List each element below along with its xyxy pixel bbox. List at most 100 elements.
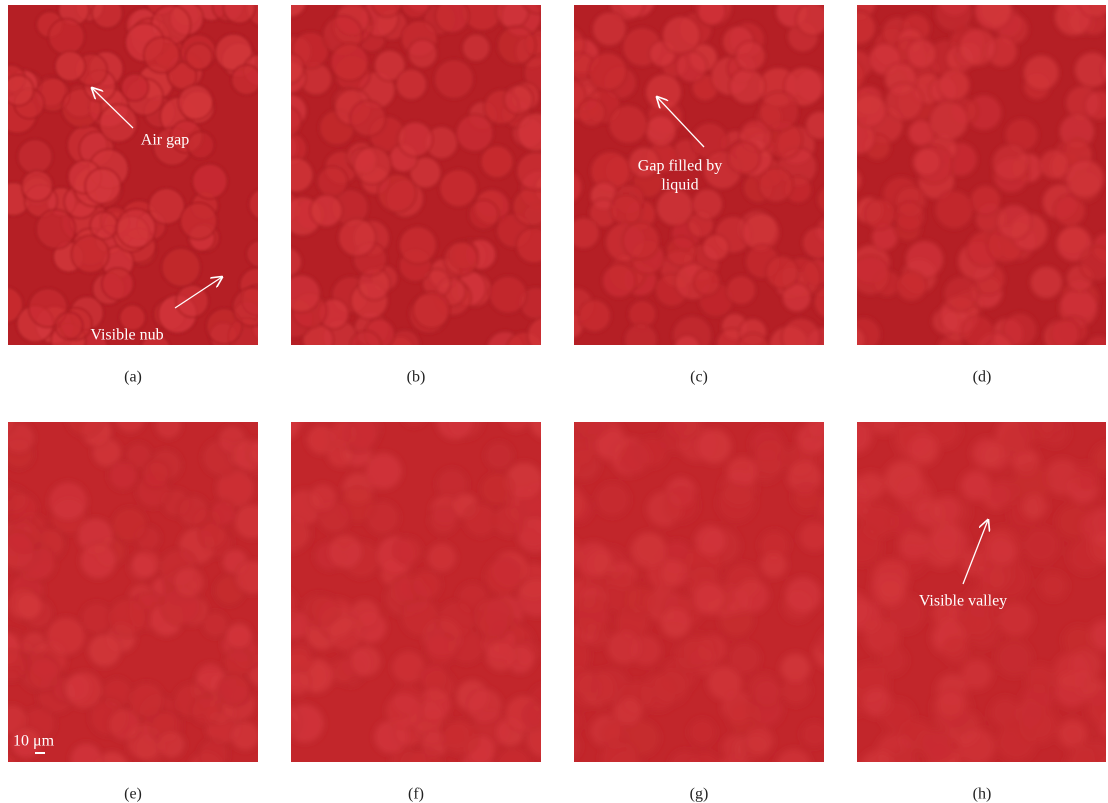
particle <box>568 217 600 249</box>
particle <box>959 28 997 66</box>
panel-label: (b) <box>407 369 426 386</box>
annotation: Visible valley <box>919 593 1007 610</box>
particle <box>759 92 799 132</box>
particle <box>92 0 123 28</box>
particle <box>843 11 876 44</box>
particle <box>838 326 866 354</box>
particle <box>695 525 727 557</box>
particle <box>1030 266 1063 299</box>
particle <box>399 226 437 264</box>
particle <box>856 472 884 500</box>
particle <box>645 115 676 146</box>
micrograph <box>264 399 564 787</box>
particle <box>467 688 503 724</box>
annotation: Gap filled by <box>638 158 722 175</box>
particle <box>55 51 85 81</box>
particle <box>131 549 160 578</box>
particle <box>1050 319 1080 349</box>
particle <box>625 585 655 615</box>
particle <box>434 59 474 99</box>
particle <box>350 101 386 137</box>
particle <box>480 473 513 506</box>
particle <box>48 481 88 521</box>
particle <box>972 438 1003 469</box>
particle <box>198 739 229 770</box>
particle <box>595 482 630 517</box>
particle <box>66 400 103 437</box>
panel-label: (d) <box>973 369 992 386</box>
particle <box>830 58 865 93</box>
particle <box>398 122 433 157</box>
particle <box>497 26 535 64</box>
particle <box>481 145 514 178</box>
particle <box>155 412 182 439</box>
particle <box>223 0 255 23</box>
particle <box>974 0 1012 30</box>
particle <box>1023 55 1059 91</box>
particle <box>218 674 251 707</box>
particle <box>0 531 35 569</box>
particle <box>689 718 717 746</box>
particle <box>517 152 556 191</box>
particle <box>726 456 757 487</box>
particle <box>660 559 689 588</box>
particle <box>735 41 765 71</box>
particle <box>496 748 531 783</box>
particle <box>929 101 968 140</box>
particle <box>484 558 521 595</box>
particle <box>3 422 35 454</box>
particle <box>235 560 270 595</box>
particle <box>935 0 973 32</box>
particle <box>1069 744 1097 772</box>
particle <box>835 167 861 193</box>
particle <box>187 132 214 159</box>
particle <box>674 335 700 361</box>
particle <box>71 235 109 273</box>
particle <box>501 401 532 432</box>
particle <box>624 323 657 356</box>
particle <box>485 441 514 470</box>
particle <box>173 566 205 598</box>
particle <box>726 275 756 305</box>
micrograph <box>834 395 1108 788</box>
figure: (a)Air gapVisible nub(b)(c)Gap filled by… <box>0 0 1108 803</box>
particle <box>589 52 627 90</box>
particles <box>547 400 850 791</box>
particle <box>309 484 337 512</box>
particle <box>350 331 381 362</box>
particle <box>884 460 923 499</box>
particle <box>18 139 53 174</box>
particle <box>102 268 134 300</box>
particle <box>924 730 955 761</box>
particle <box>639 673 678 712</box>
particle <box>1081 508 1108 546</box>
micrograph <box>830 0 1108 370</box>
annotation: liquid <box>661 177 698 194</box>
particle <box>799 521 830 552</box>
micrograph <box>0 0 285 368</box>
panel-label: (c) <box>690 369 708 386</box>
particle <box>1039 572 1067 600</box>
particle <box>3 75 34 106</box>
particle <box>553 637 591 675</box>
particle <box>818 627 846 655</box>
particle <box>442 720 478 756</box>
particle <box>990 478 1019 507</box>
particle <box>600 740 639 779</box>
particle <box>88 633 122 667</box>
particle <box>907 39 937 69</box>
particle <box>405 748 444 787</box>
particle <box>408 39 437 68</box>
particle <box>121 74 148 101</box>
particle <box>957 728 995 766</box>
particle <box>896 271 926 301</box>
particle <box>758 168 793 203</box>
particle <box>504 85 533 114</box>
particle <box>662 16 700 54</box>
particle <box>935 190 974 229</box>
particle <box>702 234 729 261</box>
particle <box>385 692 422 729</box>
particle <box>427 543 457 573</box>
particle <box>1054 652 1092 690</box>
particle <box>869 404 900 435</box>
